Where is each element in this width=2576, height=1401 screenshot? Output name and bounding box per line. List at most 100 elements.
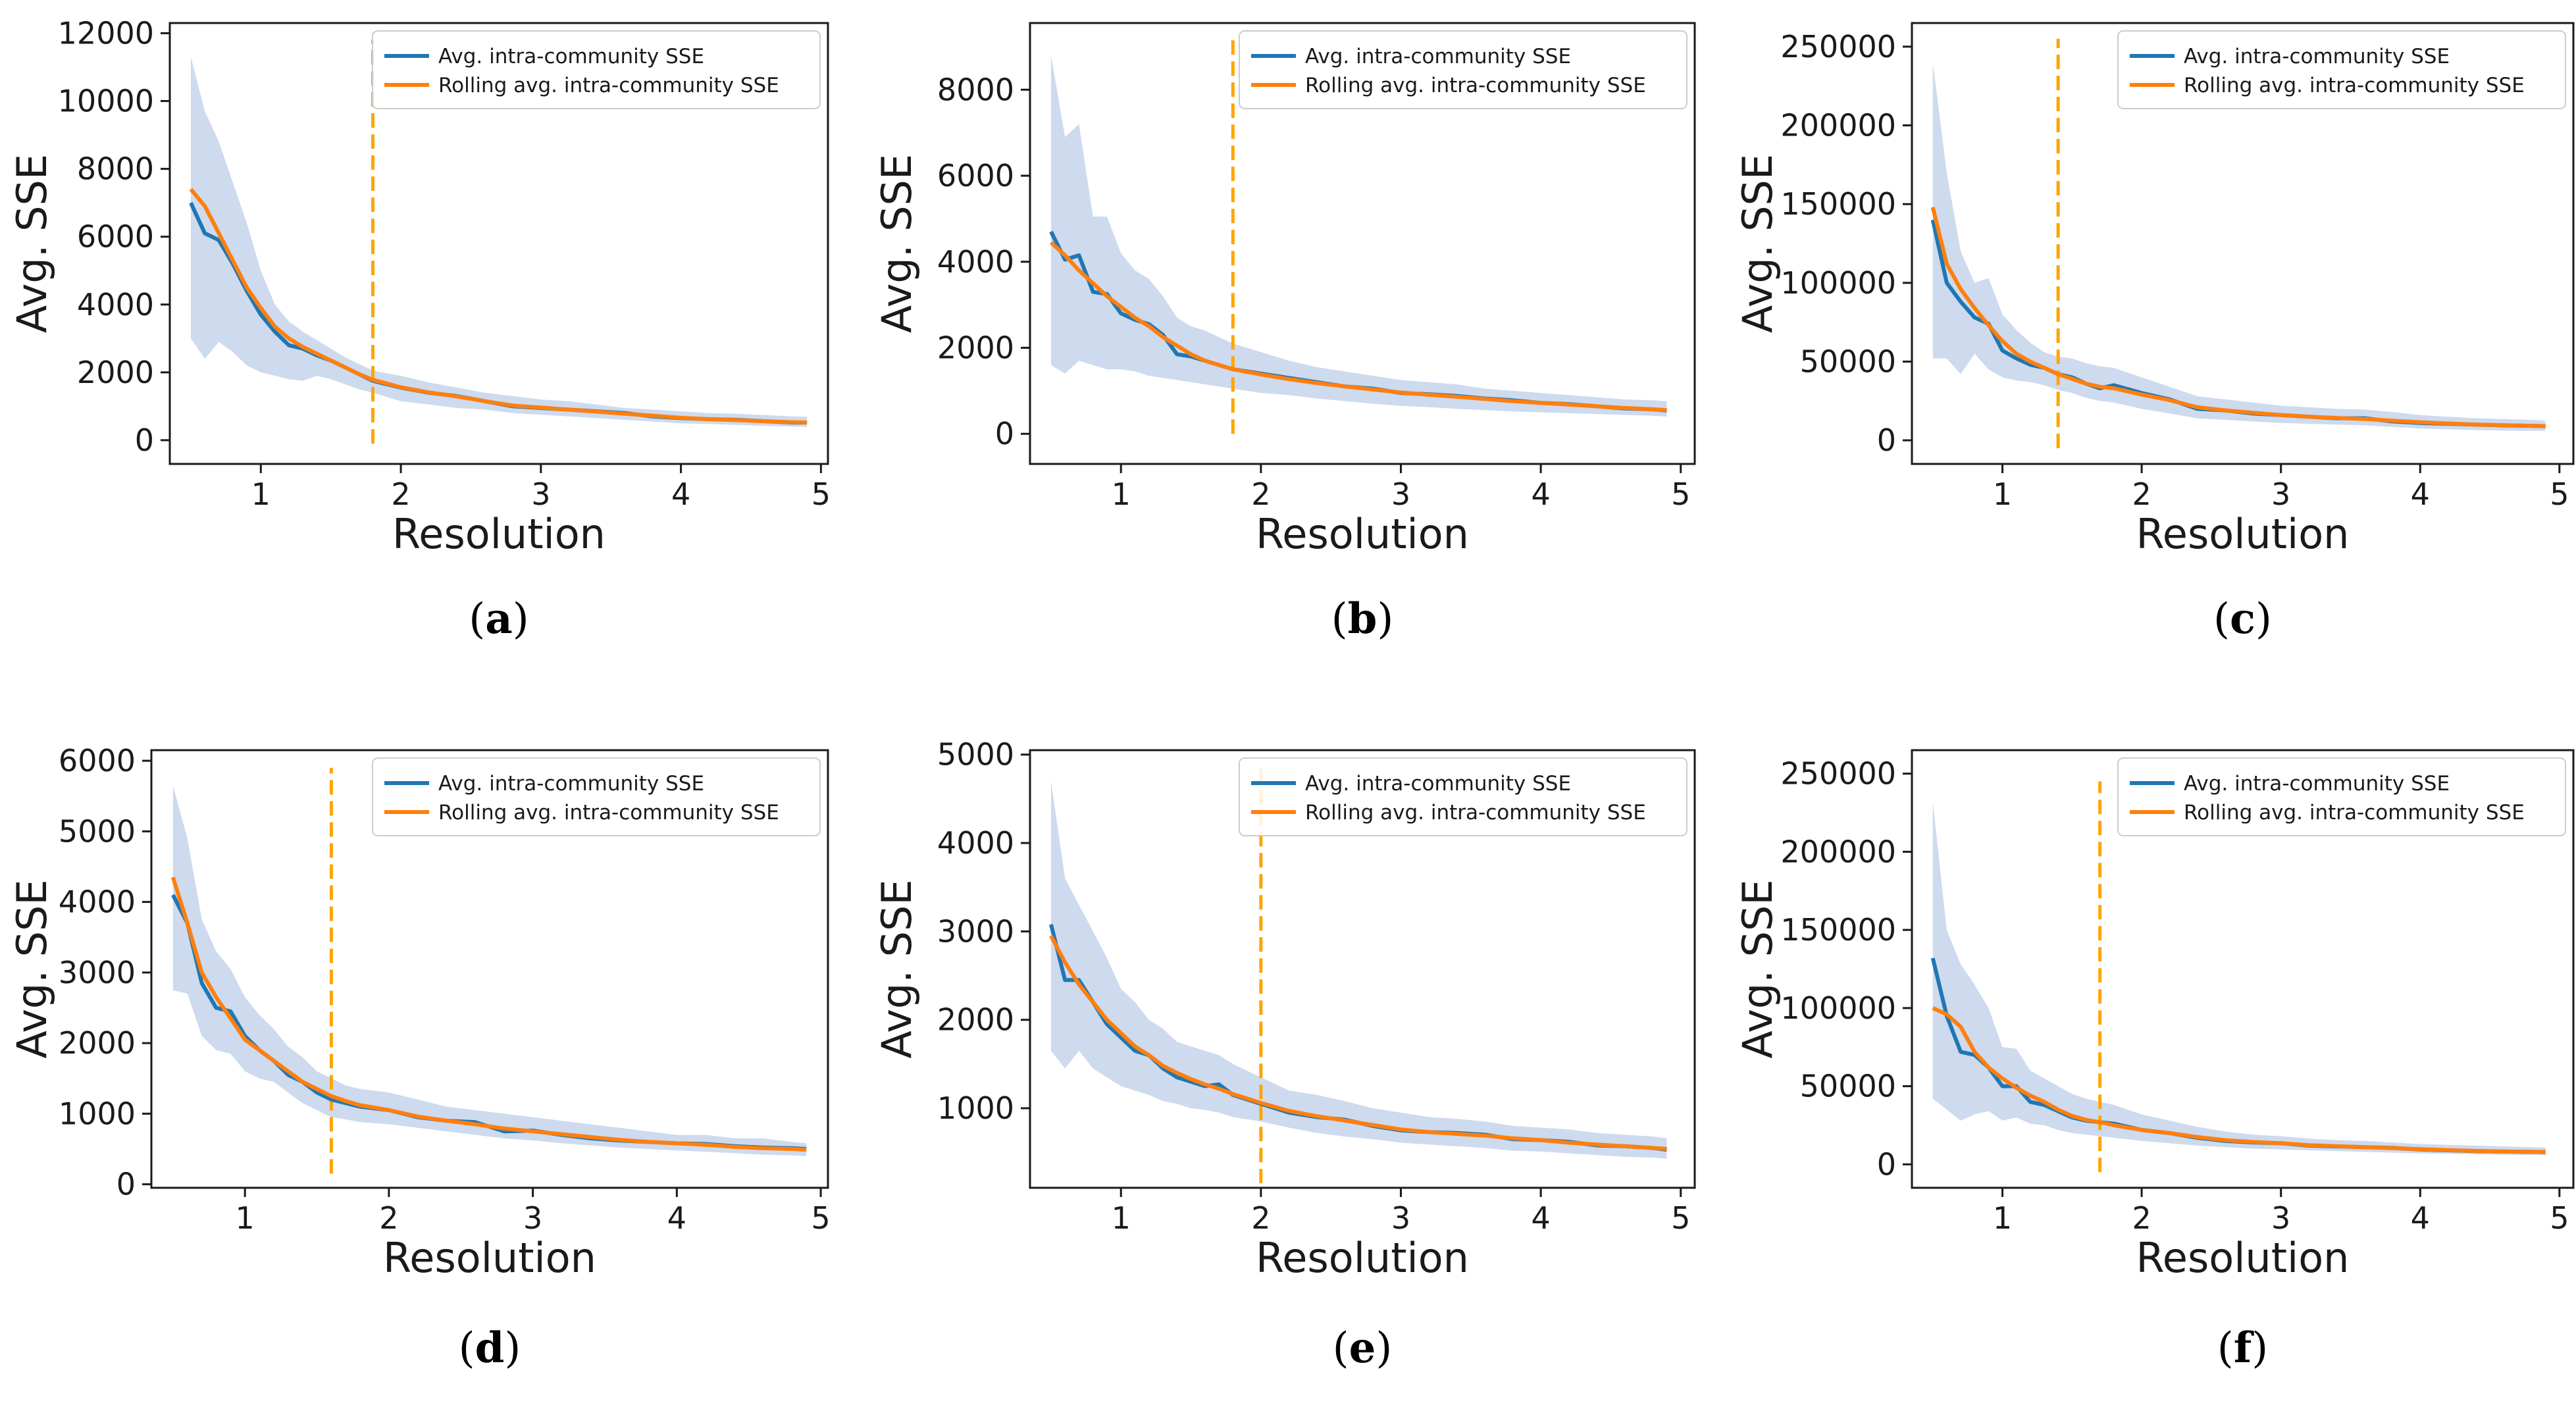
legend-label: Avg. intra-community SSE (2184, 772, 2450, 796)
x-tick-label: 2 (379, 1200, 398, 1236)
x-tick-label: 1 (251, 476, 270, 512)
x-tick-label: 1 (1112, 476, 1131, 512)
y-tick-label: 3000 (59, 955, 136, 990)
y-axis-label: Avg. SSE (8, 154, 56, 333)
y-tick-label: 0 (135, 422, 154, 458)
chart-panel-f: 1 2 3 4 5 0 50000 100000 150000 200000 250000 Resol… (1734, 749, 2575, 1373)
x-tick-label: 2 (2132, 1200, 2151, 1236)
y-tick-label: 4000 (77, 287, 154, 322)
legend: Avg. intra-community SSE Rolling avg. int… (1239, 30, 1687, 109)
x-tick-label: 5 (1671, 1200, 1690, 1236)
y-tick-label: 0 (995, 416, 1014, 451)
plot-frame (168, 22, 829, 465)
legend-label: Rolling avg. intra-community SSE (438, 74, 779, 97)
legend-box (372, 30, 821, 109)
x-axis-label: Resolution (2136, 1234, 2350, 1282)
x-tick-label: 2 (1251, 476, 1270, 512)
series-line-rolling (1930, 207, 2546, 428)
variance-band (1050, 55, 1667, 417)
plot-frame (1029, 22, 1696, 465)
y-tick-label: 200000 (1780, 834, 1896, 869)
legend-label: Rolling avg. intra-community SSE (1305, 74, 1646, 97)
x-tick-label: 5 (1671, 476, 1690, 512)
chart-panel-e: 1 2 3 4 5 1000 2000 3000 4000 5000 Resolution Avg. … (873, 737, 1696, 1373)
variance-band (1050, 781, 1667, 1159)
legend-label: Avg. intra-community SSE (438, 772, 704, 796)
y-tick-label: 8000 (937, 72, 1014, 107)
x-tick-label: 4 (671, 476, 690, 512)
y-axis-label: Avg. SSE (1734, 154, 1782, 333)
legend-label: Avg. intra-community SSE (438, 45, 704, 68)
y-axis-label: Avg. SSE (1734, 879, 1782, 1058)
series-line-rolling (189, 188, 808, 425)
series-line-avg (189, 201, 808, 425)
chart-panel-c: 1 2 3 4 5 0 50000 100000 150000 200000 250000 Resol… (1734, 22, 2575, 644)
panel-caption: (d) (459, 1323, 521, 1373)
y-tick-label: 6000 (59, 743, 136, 778)
x-axis-label: Resolution (2136, 510, 2350, 558)
chart-panel-a: 1 2 3 4 5 0 2000 4000 6000 8000 10000 12000 Resoluti… (8, 15, 831, 644)
x-axis-label: Resolution (383, 1234, 596, 1282)
y-tick-label: 0 (116, 1167, 136, 1202)
plot-frame (1911, 749, 2575, 1189)
legend-box (2117, 757, 2566, 836)
chart-panel-d: 1 2 3 4 5 0 1000 2000 3000 4000 5000 6000 Resolution… (8, 743, 831, 1373)
y-tick-label: 6000 (937, 158, 1014, 193)
variance-band (1932, 62, 2546, 431)
series-line-rolling (1049, 934, 1667, 1151)
x-tick-label: 4 (1531, 476, 1550, 512)
y-tick-label: 100000 (1780, 990, 1896, 1026)
y-axis-label: Avg. SSE (873, 154, 921, 333)
x-tick-label: 5 (811, 476, 831, 512)
legend-label: Avg. intra-community SSE (1305, 45, 1571, 68)
series-line-rolling (1049, 241, 1667, 413)
y-tick-label: 8000 (77, 151, 154, 187)
panel-caption: (e) (1333, 1323, 1393, 1373)
series-line-rolling (170, 877, 807, 1152)
x-tick-label: 3 (1391, 476, 1410, 512)
x-tick-label: 2 (2132, 476, 2151, 512)
x-axis-label: Resolution (1256, 1234, 1469, 1282)
chart-panel-b: 1 2 3 4 5 0 2000 4000 6000 8000 Resolution Avg. SSE… (873, 22, 1696, 644)
panel-caption: (a) (469, 594, 528, 644)
y-tick-label: 100000 (1780, 265, 1896, 301)
y-tick-label: 250000 (1780, 756, 1896, 792)
y-tick-label: 3000 (937, 913, 1014, 949)
legend-box (1239, 30, 1687, 109)
plot-frame (1911, 22, 2575, 465)
x-axis-label: Resolution (392, 510, 605, 558)
y-tick-label: 50000 (1800, 1069, 1896, 1104)
series-line-avg (1930, 219, 2546, 428)
y-tick-label: 0 (1877, 1146, 1896, 1182)
x-tick-label: 3 (2271, 476, 2290, 512)
legend-box (1239, 757, 1687, 836)
y-tick-label: 150000 (1780, 186, 1896, 222)
y-tick-label: 4000 (59, 884, 136, 920)
series-line-rolling (1932, 1006, 2546, 1154)
panels: 1 2 3 4 5020004000600080001000012000Resoluti… (8, 15, 2575, 1373)
variance-band (172, 785, 807, 1156)
x-tick-label: 4 (2411, 1200, 2430, 1236)
x-tick-label: 3 (523, 1200, 542, 1236)
x-tick-label: 5 (2550, 1200, 2569, 1236)
plot-frame (150, 749, 829, 1189)
y-tick-label: 50000 (1800, 344, 1896, 379)
y-tick-label: 2000 (77, 355, 154, 390)
x-tick-label: 4 (667, 1200, 686, 1236)
legend-label: Rolling avg. intra-community SSE (2184, 74, 2525, 97)
x-tick-label: 3 (1391, 1200, 1410, 1236)
panel-caption: (b) (1331, 594, 1394, 644)
panel-caption: (f) (2217, 1323, 2268, 1373)
x-tick-label: 4 (1531, 1200, 1550, 1236)
legend-label: Rolling avg. intra-community SSE (2184, 801, 2525, 825)
y-tick-label: 4000 (937, 244, 1014, 280)
y-tick-label: 6000 (77, 219, 154, 255)
legend-label: Rolling avg. intra-community SSE (438, 801, 779, 825)
x-tick-label: 5 (811, 1200, 830, 1236)
y-tick-label: 200000 (1780, 108, 1896, 143)
y-tick-label: 2000 (59, 1025, 136, 1061)
legend: Avg. intra-community SSE Rolling avg. int… (2117, 30, 2566, 109)
x-tick-label: 1 (1112, 1200, 1131, 1236)
x-tick-label: 3 (531, 476, 550, 512)
